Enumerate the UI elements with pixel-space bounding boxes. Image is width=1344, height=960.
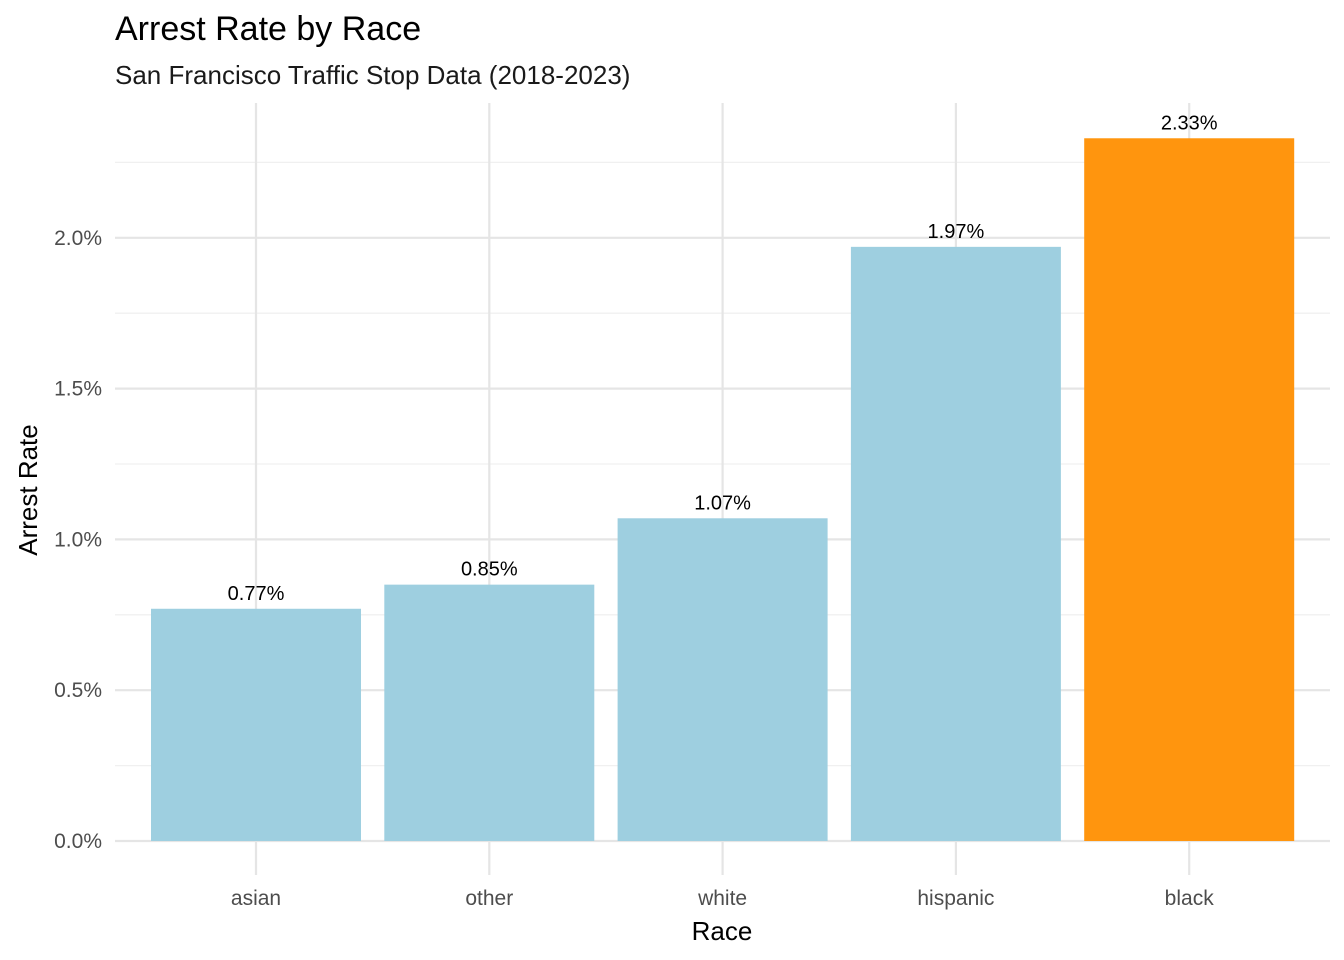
y-tick-label: 1.0% [54, 528, 102, 551]
data-label-other: 0.85% [461, 559, 518, 581]
data-labels: 0.77% 0.85% 1.07% 1.97% 2.33% [228, 112, 1218, 604]
x-tick-label-hispanic: hispanic [917, 887, 994, 910]
y-tick-label: 0.5% [54, 679, 102, 702]
data-label-asian: 0.77% [228, 583, 285, 605]
chart-subtitle: San Francisco Traffic Stop Data (2018-20… [115, 60, 630, 90]
y-axis-title: Arrest Rate [13, 424, 43, 556]
bar-hispanic [850, 246, 1061, 841]
bar-black [1084, 138, 1295, 842]
bar-asian [151, 608, 361, 841]
data-label-white: 1.07% [694, 492, 751, 514]
x-tick-label-other: other [465, 887, 513, 910]
x-tick-label-white: white [697, 887, 747, 910]
x-tick-label-black: black [1165, 887, 1215, 910]
x-axis-title: Race [692, 916, 753, 946]
y-tick-label: 0.0% [54, 830, 102, 853]
bar-other [384, 584, 595, 841]
bar-white [617, 518, 828, 841]
x-axis-ticks: asian other white hispanic black [231, 887, 1214, 910]
data-label-hispanic: 1.97% [928, 221, 985, 243]
y-tick-label: 2.0% [54, 227, 102, 250]
chart-title: Arrest Rate by Race [115, 10, 421, 48]
y-tick-label: 1.5% [54, 378, 102, 401]
y-axis-ticks: 0.0% 0.5% 1.0% 1.5% 2.0% [54, 227, 102, 853]
data-label-black: 2.33% [1161, 112, 1218, 134]
x-tick-label-asian: asian [231, 887, 281, 910]
bars [151, 138, 1295, 842]
